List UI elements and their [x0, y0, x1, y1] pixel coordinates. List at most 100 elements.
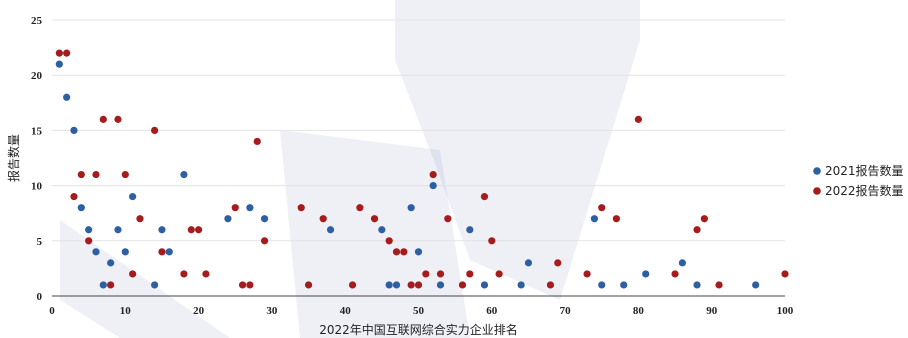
data-point: [348, 281, 357, 289]
data-point: [246, 281, 254, 289]
data-point: [85, 237, 93, 245]
data-point: [121, 248, 129, 256]
data-point: [429, 182, 437, 190]
data-point: [77, 204, 85, 212]
data-point: [466, 270, 474, 278]
data-point: [253, 137, 261, 146]
data-point: [715, 281, 723, 289]
data-point: [70, 193, 78, 201]
data-point: [422, 270, 430, 278]
data-point: [480, 193, 489, 201]
data-point: [488, 237, 496, 245]
data-point: [700, 215, 708, 223]
data-point: [370, 215, 379, 223]
y-tick-label: 25: [31, 15, 43, 27]
y-tick-label: 0: [37, 291, 43, 303]
data-point: [63, 49, 71, 57]
data-point: [92, 248, 100, 256]
x-tick-label: 0: [49, 305, 55, 317]
data-point: [400, 248, 408, 256]
data-point: [107, 259, 115, 267]
data-point: [114, 115, 122, 123]
data-point: [583, 270, 591, 278]
data-point: [129, 270, 137, 278]
data-point: [642, 270, 650, 278]
x-tick-label: 70: [560, 305, 572, 317]
data-point: [99, 281, 107, 289]
x-tick-label: 90: [706, 305, 718, 317]
data-point: [480, 281, 489, 289]
data-point: [158, 248, 166, 256]
data-point: [436, 270, 445, 278]
x-tick-label: 10: [120, 305, 132, 317]
series-2022: [55, 49, 789, 289]
data-point: [55, 60, 63, 68]
data-point: [180, 170, 188, 179]
x-tick-labels: 0 10 20 30 40 50 60 70 80 90 100: [49, 305, 794, 317]
legend-label-2022: 2022报告数量: [825, 183, 904, 198]
data-point: [524, 259, 533, 267]
data-point: [590, 215, 599, 223]
data-point: [195, 226, 203, 234]
data-point: [224, 215, 232, 223]
data-point: [598, 281, 606, 289]
data-point: [304, 281, 313, 289]
data-point: [319, 215, 327, 223]
data-point: [121, 170, 129, 179]
data-point: [107, 281, 115, 289]
data-point: [495, 270, 503, 278]
data-point: [752, 281, 760, 289]
data-point: [678, 259, 686, 267]
series-2021: [55, 60, 760, 289]
data-point: [414, 248, 423, 256]
y-tick-label: 5: [37, 236, 43, 248]
data-point: [165, 248, 173, 256]
legend: 2021报告数量 2022报告数量: [813, 163, 904, 198]
data-point: [260, 237, 269, 245]
data-point: [407, 204, 415, 212]
x-tick-label: 100: [777, 305, 794, 317]
data-point: [693, 281, 701, 289]
legend-marker-2021: [813, 167, 821, 175]
data-point: [180, 270, 188, 278]
data-point: [414, 281, 423, 289]
data-point: [436, 281, 445, 289]
gridlines: [52, 19, 785, 242]
x-axis-title: 2022年中国互联网综合实力企业排名: [319, 322, 518, 337]
y-tick-label: 15: [31, 125, 43, 137]
data-point: [92, 170, 100, 179]
x-tick-label: 30: [266, 305, 278, 317]
data-point: [297, 204, 305, 212]
legend-marker-2022: [813, 187, 821, 195]
data-point: [158, 226, 166, 234]
data-point: [231, 204, 239, 212]
data-point: [620, 281, 628, 289]
data-point: [114, 226, 122, 234]
x-tick-label: 40: [340, 305, 352, 317]
x-tick-label: 60: [486, 305, 498, 317]
x-tick-label: 80: [633, 305, 645, 317]
data-point: [326, 226, 335, 234]
data-points: [55, 49, 789, 289]
data-point: [129, 193, 137, 201]
data-point: [392, 248, 401, 256]
data-point: [781, 270, 789, 278]
data-point: [444, 215, 452, 223]
data-point: [238, 281, 247, 289]
data-point: [151, 126, 159, 134]
y-tick-label: 20: [31, 70, 43, 82]
data-point: [612, 215, 621, 223]
data-point: [246, 204, 254, 212]
data-point: [70, 126, 78, 134]
data-point: [356, 204, 364, 212]
data-point: [546, 281, 555, 289]
data-point: [77, 170, 85, 179]
data-point: [407, 281, 415, 289]
data-point: [187, 226, 195, 234]
data-point: [85, 226, 93, 234]
data-point: [385, 237, 393, 245]
data-point: [671, 270, 679, 278]
data-point: [63, 93, 71, 101]
data-point: [55, 49, 63, 57]
